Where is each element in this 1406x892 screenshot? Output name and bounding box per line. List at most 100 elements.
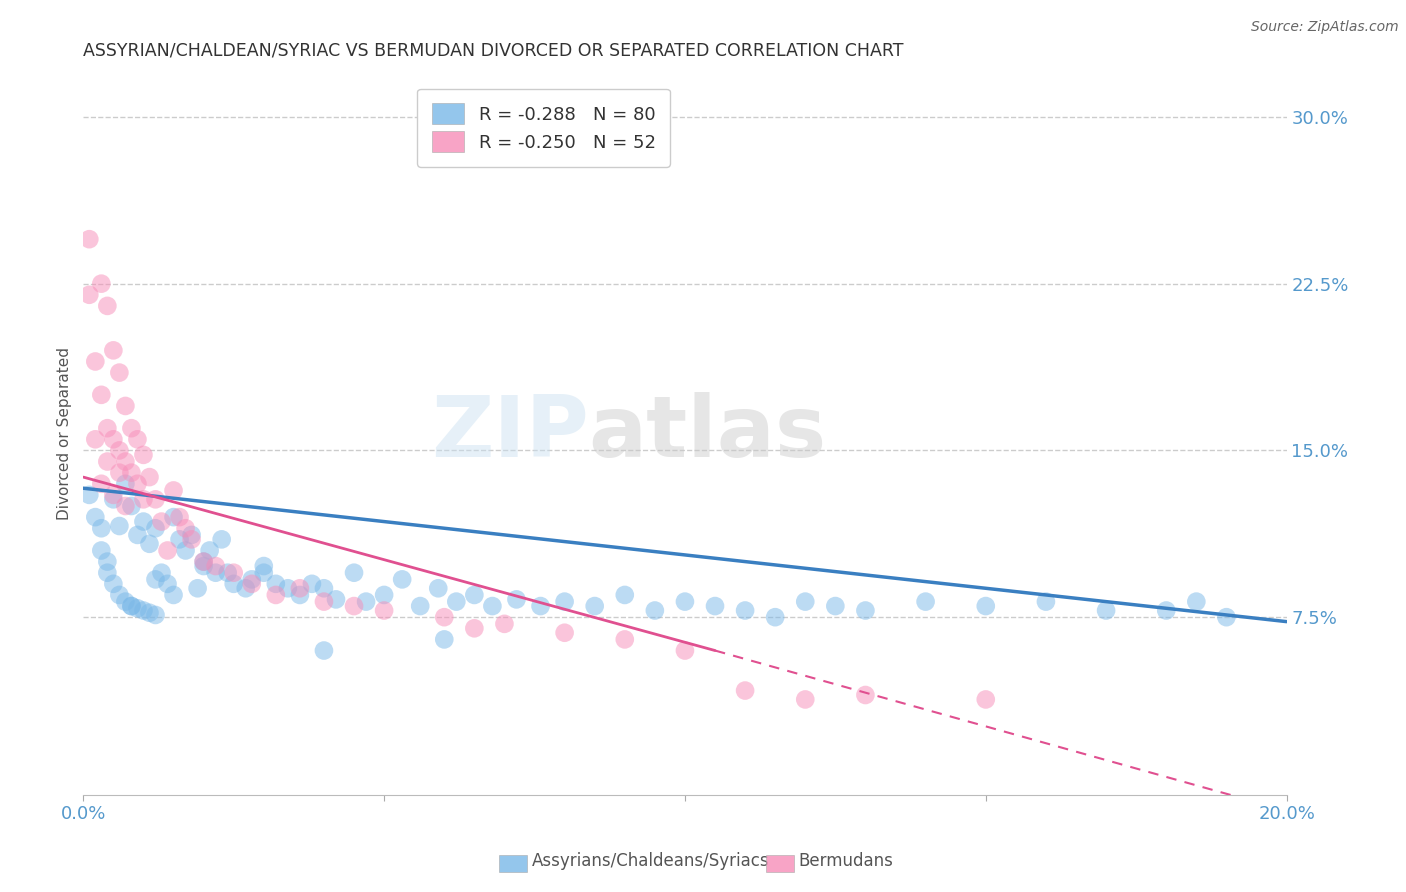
Point [583, 599, 606, 613]
Point [90, 476, 112, 491]
Point [301, 577, 323, 591]
Point [704, 599, 727, 613]
Point [427, 582, 450, 596]
Point [145, 492, 167, 507]
Point [108, 519, 131, 533]
Point [264, 588, 287, 602]
Point [312, 594, 335, 608]
Point [505, 592, 527, 607]
Point [204, 559, 226, 574]
Point [325, 592, 347, 607]
Point [120, 466, 142, 480]
Point [312, 582, 335, 596]
Point [120, 499, 142, 513]
Point [127, 601, 149, 615]
Text: Source: ZipAtlas.com: Source: ZipAtlas.com [1251, 20, 1399, 34]
Point [373, 588, 395, 602]
Point [264, 577, 287, 591]
Text: Bermudans: Bermudans [799, 852, 893, 870]
Point [763, 610, 786, 624]
Point [373, 603, 395, 617]
Point [343, 599, 366, 613]
Point [114, 476, 136, 491]
Point [734, 683, 756, 698]
Point [613, 632, 636, 647]
Point [1154, 603, 1177, 617]
Point [494, 616, 516, 631]
Point [288, 582, 311, 596]
Point [96, 566, 118, 580]
Point [103, 343, 125, 358]
Point [481, 599, 503, 613]
Point [96, 299, 118, 313]
Point [84, 432, 107, 446]
Point [180, 528, 202, 542]
Point [343, 566, 366, 580]
Point [824, 599, 846, 613]
Point [433, 632, 456, 647]
Text: ASSYRIAN/CHALDEAN/SYRIAC VS BERMUDAN DIVORCED OR SEPARATED CORRELATION CHART: ASSYRIAN/CHALDEAN/SYRIAC VS BERMUDAN DIV… [83, 42, 904, 60]
Point [253, 559, 276, 574]
Point [240, 577, 263, 591]
Text: Assyrians/Chaldeans/Syriacs: Assyrians/Chaldeans/Syriacs [531, 852, 769, 870]
Point [162, 510, 184, 524]
Point [433, 610, 456, 624]
Point [103, 492, 125, 507]
Point [855, 603, 877, 617]
Point [211, 533, 233, 547]
Point [90, 521, 112, 535]
Point [103, 577, 125, 591]
Text: ZIP: ZIP [430, 392, 589, 475]
Point [132, 448, 155, 462]
Point [253, 566, 276, 580]
Point [162, 483, 184, 498]
Point [145, 573, 167, 587]
Point [145, 521, 167, 535]
Point [187, 582, 209, 596]
Point [673, 594, 696, 608]
Point [180, 533, 202, 547]
Point [90, 543, 112, 558]
Point [1035, 594, 1057, 608]
Point [529, 599, 551, 613]
Point [84, 510, 107, 524]
Point [120, 421, 142, 435]
Point [132, 492, 155, 507]
Point [217, 566, 239, 580]
Point [794, 594, 817, 608]
Text: atlas: atlas [589, 392, 827, 475]
Point [1215, 610, 1237, 624]
Point [169, 510, 191, 524]
Point [446, 594, 468, 608]
Point [193, 555, 215, 569]
Point [1095, 603, 1118, 617]
Point [974, 692, 997, 706]
Y-axis label: Divorced or Separated: Divorced or Separated [58, 347, 72, 520]
Point [132, 515, 155, 529]
Point [150, 515, 173, 529]
Point [156, 543, 179, 558]
Point [127, 432, 149, 446]
Point [96, 454, 118, 468]
Point [613, 588, 636, 602]
Point [974, 599, 997, 613]
Point [391, 573, 413, 587]
Point [162, 588, 184, 602]
Point [114, 399, 136, 413]
Legend: R = -0.288   N = 80, R = -0.250   N = 52: R = -0.288 N = 80, R = -0.250 N = 52 [418, 88, 671, 167]
Point [235, 582, 257, 596]
Point [108, 466, 131, 480]
Point [114, 594, 136, 608]
Point [138, 470, 160, 484]
Point [463, 588, 485, 602]
Point [222, 577, 245, 591]
Point [145, 607, 167, 622]
Point [312, 643, 335, 657]
Point [222, 566, 245, 580]
Point [132, 603, 155, 617]
Point [554, 625, 576, 640]
Point [277, 582, 299, 596]
Point [114, 454, 136, 468]
Point [673, 643, 696, 657]
Point [174, 543, 197, 558]
